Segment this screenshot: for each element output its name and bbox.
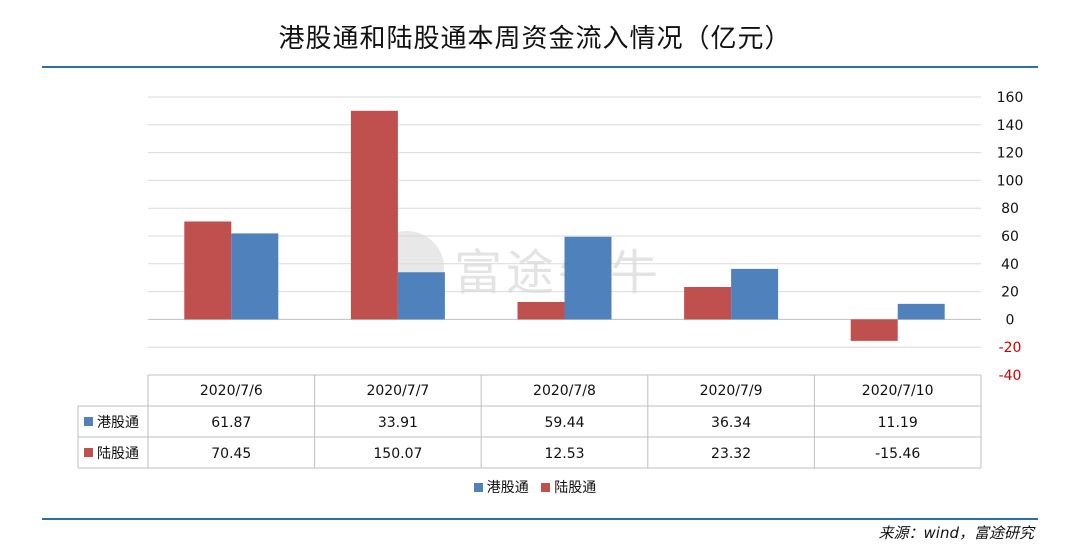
legend-item-lu: 陆股通: [541, 477, 596, 497]
source-note: 来源：wind，富途研究: [878, 524, 1034, 542]
table-row-label: 陆股通: [97, 446, 139, 462]
y-tick-label: 160: [997, 90, 1024, 106]
bar-hk: [897, 303, 945, 320]
y-tick-label: 140: [997, 118, 1024, 134]
y-tick-label: 120: [997, 146, 1024, 162]
table-cell: 12.53: [544, 446, 584, 462]
legend-item-hk: 港股通: [473, 477, 529, 497]
table-cell: -15.46: [875, 446, 920, 462]
bar-hk: [731, 268, 779, 320]
x-tick-label: 2020/7/6: [200, 383, 263, 399]
x-tick-label: 2020/7/9: [700, 383, 763, 399]
y-tick-label: 60: [1001, 229, 1019, 245]
bar-hk: [564, 236, 612, 320]
legend-swatch-lu: [541, 482, 551, 492]
x-tick-label: 2020/7/7: [366, 383, 429, 399]
legend-label-hk: 港股通: [486, 480, 529, 496]
table-cell: 61.87: [211, 415, 251, 431]
bar-lu: [517, 301, 565, 320]
table-cell: 70.45: [211, 446, 251, 462]
table-row-swatch: [84, 448, 93, 457]
x-tick-label: 2020/7/8: [533, 383, 596, 399]
y-tick-label: 40: [1001, 257, 1019, 273]
bottom-rule: [42, 518, 1038, 520]
table-cell: 33.91: [378, 415, 418, 431]
bar-hk: [231, 233, 279, 320]
y-tick-label: -40: [999, 368, 1022, 384]
legend-label-lu: 陆股通: [554, 480, 597, 496]
table-row-swatch: [84, 417, 93, 426]
table-cell: 23.32: [711, 446, 751, 462]
table-cell: 36.34: [711, 415, 751, 431]
y-tick-label: 80: [1001, 201, 1019, 217]
bar-lu: [684, 286, 732, 320]
bar-lu: [350, 110, 398, 320]
bar-lu: [184, 221, 232, 320]
legend-swatch-hk: [473, 482, 483, 492]
table-cell: 59.44: [544, 415, 584, 431]
x-tick-label: 2020/7/10: [862, 383, 934, 399]
table-cell: 11.19: [878, 415, 918, 431]
y-tick-label: -20: [999, 340, 1022, 356]
bar-hk: [397, 272, 445, 320]
legend: 港股通 陆股通: [0, 477, 1070, 497]
y-tick-label: 20: [1001, 285, 1019, 301]
y-tick-label: 100: [997, 173, 1024, 189]
y-tick-label: 0: [1006, 312, 1015, 328]
bar-lu: [850, 319, 898, 341]
table-cell: 150.07: [373, 446, 422, 462]
chart-title: 港股通和陆股通本周资金流入情况（亿元）: [278, 24, 792, 54]
table-row-label: 港股通: [97, 415, 139, 431]
top-rule: [42, 66, 1038, 68]
